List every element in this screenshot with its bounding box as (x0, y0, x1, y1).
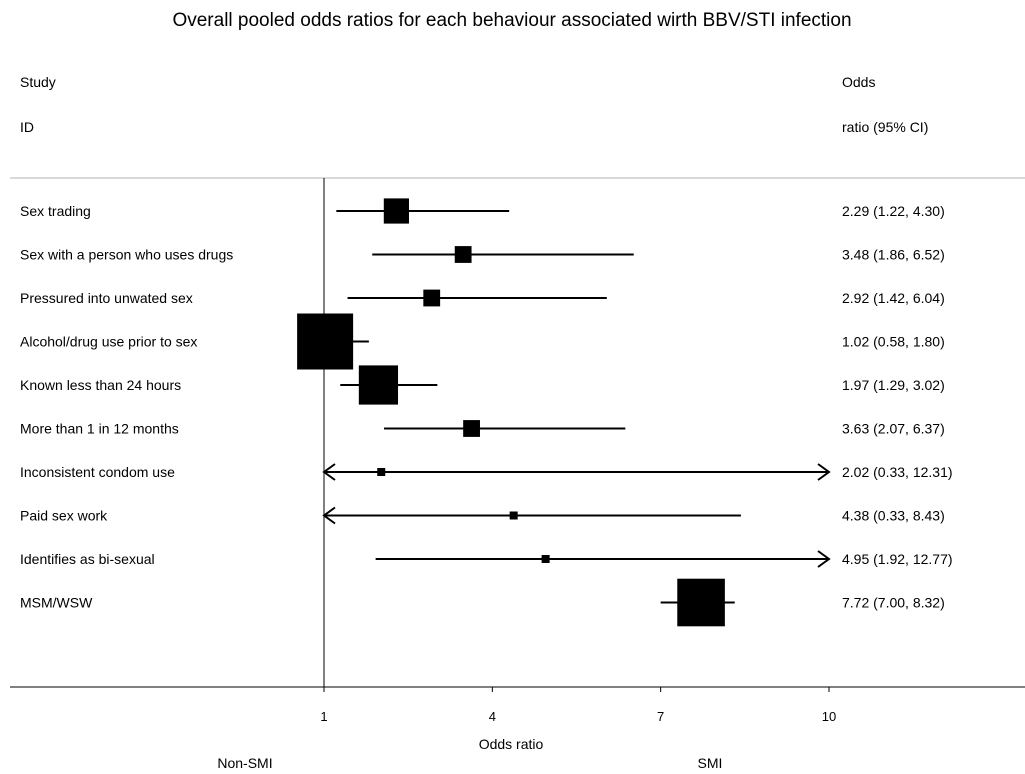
x-tick-label: 7 (657, 709, 664, 724)
chart-title: Overall pooled odds ratios for each beha… (172, 10, 851, 31)
x-axis-label: Odds ratio (479, 736, 544, 752)
row-label: Sex with a person who uses drugs (20, 247, 233, 263)
point-estimate-marker (383, 198, 409, 224)
forest-row: Alcohol/drug use prior to sex 1.02 (0.58,… (20, 313, 945, 370)
forest-row: Identifies as bi-sexual 4.95 (1.92, 12.77… (20, 550, 953, 568)
ci-arrow-left (322, 506, 336, 525)
row-label: Inconsistent condom use (20, 464, 175, 480)
forest-row: Inconsistent condom use 2.02 (0.33, 12.31… (20, 463, 953, 481)
x-tick-label: 1 (320, 709, 327, 724)
row-label: MSM/WSW (20, 595, 93, 611)
forest-row: Paid sex work 4.38 (0.33, 8.43) (20, 506, 945, 525)
ci-arrow-left (322, 463, 336, 481)
point-estimate-marker (297, 313, 354, 370)
point-estimate-marker (377, 468, 386, 476)
point-estimate-marker (463, 420, 480, 437)
row-ci-text: 1.02 (0.58, 1.80) (842, 334, 945, 350)
smi-label: SMI (698, 755, 723, 771)
ci-arrow-right (817, 550, 831, 568)
row-ci-text: 7.72 (7.00, 8.32) (842, 595, 945, 611)
point-estimate-marker (677, 578, 725, 627)
row-label: Alcohol/drug use prior to sex (20, 334, 197, 350)
row-ci-text: 3.63 (2.07, 6.37) (842, 421, 945, 437)
row-label: Known less than 24 hours (20, 377, 181, 393)
header-odds: Odds (842, 74, 875, 90)
row-label: Sex trading (20, 203, 91, 219)
point-estimate-marker (423, 289, 441, 307)
x-tick-label: 10 (822, 709, 836, 724)
row-ci-text: 2.02 (0.33, 12.31) (842, 464, 953, 480)
row-label: Paid sex work (20, 508, 108, 524)
header-ratio-ci: ratio (95% CI) (842, 119, 928, 135)
row-ci-text: 2.92 (1.42, 6.04) (842, 290, 945, 306)
row-label: More than 1 in 12 months (20, 421, 179, 437)
row-ci-text: 3.48 (1.86, 6.52) (842, 247, 945, 263)
forest-row: Sex with a person who uses drugs 3.48 (1.… (20, 246, 945, 263)
point-estimate-marker (358, 365, 399, 405)
header-id: ID (20, 119, 34, 135)
ci-arrow-right (817, 463, 831, 481)
non-smi-label: Non-SMI (217, 755, 272, 771)
forest-row: MSM/WSW 7.72 (7.00, 8.32) (20, 578, 945, 627)
point-estimate-marker (541, 555, 550, 563)
forest-row: Known less than 24 hours 1.97 (1.29, 3.02… (20, 365, 945, 405)
forest-row: More than 1 in 12 months 3.63 (2.07, 6.37… (20, 420, 945, 437)
row-ci-text: 4.38 (0.33, 8.43) (842, 508, 945, 524)
forest-row: Sex trading 2.29 (1.22, 4.30) (20, 198, 945, 224)
x-tick-label: 4 (489, 709, 496, 724)
row-label: Pressured into unwated sex (20, 290, 193, 306)
forest-row: Pressured into unwated sex 2.92 (1.42, 6.… (20, 289, 945, 307)
row-ci-text: 4.95 (1.92, 12.77) (842, 551, 953, 567)
row-label: Identifies as bi-sexual (20, 551, 155, 567)
row-ci-text: 1.97 (1.29, 3.02) (842, 377, 945, 393)
row-ci-text: 2.29 (1.22, 4.30) (842, 203, 945, 219)
header-study: Study (20, 74, 56, 90)
point-estimate-marker (509, 511, 518, 520)
point-estimate-marker (454, 246, 472, 263)
